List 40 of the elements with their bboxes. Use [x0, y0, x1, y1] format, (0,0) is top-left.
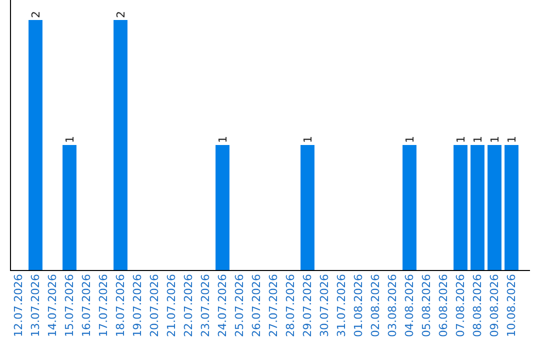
x-tick-label: 28.07.2026 — [284, 274, 298, 337]
data-label: 1 — [454, 136, 468, 143]
x-tick-label: 24.07.2026 — [216, 274, 230, 337]
x-tick-label: 14.07.2026 — [46, 274, 60, 337]
data-label: 1 — [216, 136, 230, 143]
data-label: 1 — [404, 136, 416, 143]
data-label: 1 — [506, 136, 518, 143]
x-tick-label: 12.07.2026 — [12, 274, 26, 337]
x-tick-label: 26.07.2026 — [250, 274, 264, 337]
x-tick-label: 20.07.2026 — [148, 274, 162, 337]
data-label: 1 — [64, 136, 76, 143]
data-label: 1 — [488, 136, 502, 143]
x-tick-label: 22.07.2026 — [182, 274, 196, 337]
data-label: 1 — [472, 136, 484, 143]
x-tick-label: 04.08.2026 — [403, 274, 416, 337]
x-tick-label: 05.08.2026 — [420, 274, 434, 337]
x-tick-label: 15.07.2026 — [63, 274, 76, 337]
x-tick-label: 16.07.2026 — [80, 274, 94, 337]
x-tick-label: 10.08.2026 — [505, 274, 518, 337]
x-tick-label: 30.07.2026 — [318, 274, 332, 337]
data-label: 2 — [30, 11, 42, 18]
x-tick-label: 09.08.2026 — [488, 274, 502, 337]
x-tick-label: 18.07.2026 — [114, 274, 128, 337]
x-tick-label: 03.08.2026 — [386, 274, 400, 337]
x-tick-label: 01.08.2026 — [352, 274, 366, 337]
x-tick-label: 08.08.2026 — [471, 274, 484, 337]
x-tick-label: 21.07.2026 — [165, 274, 178, 337]
data-label: 2 — [114, 11, 128, 18]
x-tick-label: 06.08.2026 — [437, 274, 450, 337]
x-tick-label: 02.08.2026 — [369, 274, 382, 337]
x-tick-label: 25.07.2026 — [233, 274, 246, 337]
x-tick-label: 07.08.2026 — [454, 274, 468, 337]
x-tick-label: 17.07.2026 — [97, 274, 110, 337]
x-tick-label: 23.07.2026 — [199, 274, 212, 337]
x-tick-label: 29.07.2026 — [301, 274, 314, 337]
data-label: 1 — [302, 136, 314, 143]
x-tick-label: 13.07.2026 — [29, 274, 42, 337]
x-tick-label: 27.07.2026 — [267, 274, 280, 337]
x-tick-label: 19.07.2026 — [131, 274, 144, 337]
x-tick-label: 31.07.2026 — [335, 274, 348, 337]
